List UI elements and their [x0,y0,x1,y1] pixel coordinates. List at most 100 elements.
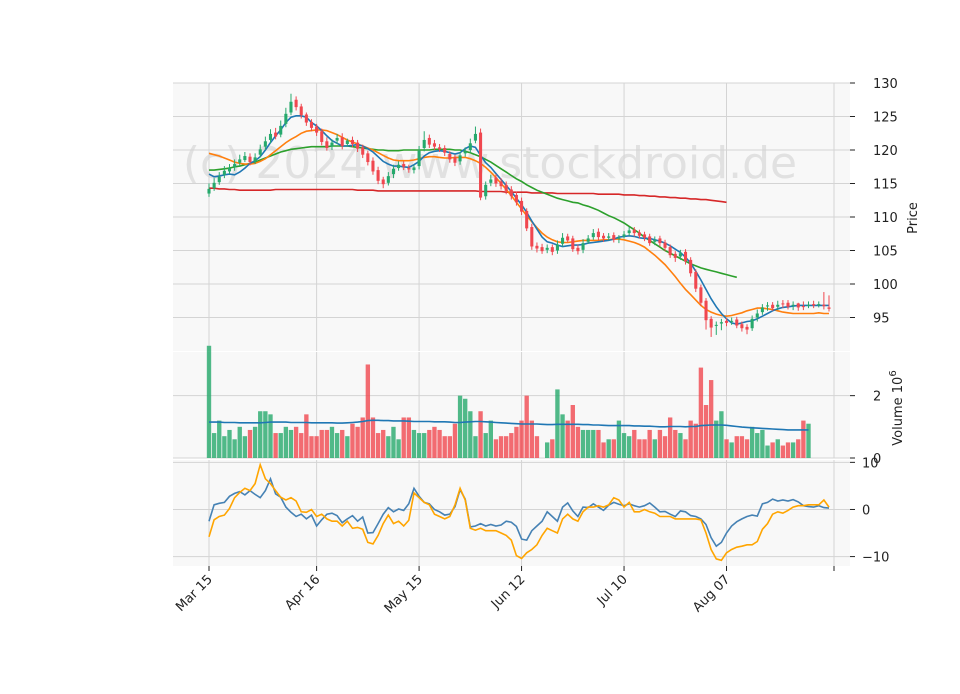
candle-body [571,238,575,250]
volume-bar [386,436,391,458]
candle-body [555,244,559,251]
candle-body [622,234,626,237]
candle-body [607,236,611,238]
candle-body [591,233,595,238]
volume-bar [334,433,340,458]
volume-bar [565,420,570,458]
volume-bar [749,426,755,458]
volume-bar [688,420,693,458]
volume-bar [498,436,504,458]
volume-bar [242,436,248,458]
candle-body [776,304,780,307]
candle-body [258,149,262,155]
volume-bar [299,433,304,458]
candle-body [479,132,483,198]
volume-bar [667,417,673,458]
candle-body [561,237,565,244]
volume-bar [488,420,493,458]
volume-bar [780,445,786,458]
candle-body [653,239,657,242]
candle-body [268,133,273,140]
x-tick-label: Aug 07 [690,572,733,615]
candle-body [694,271,698,289]
candle-body [704,300,708,321]
candle-body [632,229,636,234]
candle-body [771,304,775,309]
volume-bar [703,405,709,458]
candle-body [637,232,641,236]
candle-body [381,179,385,185]
candle-body [545,247,549,250]
volume-average-line [209,419,809,431]
candle-body [263,141,267,147]
volume-bar [739,436,745,458]
candle-body [627,230,631,234]
candle-body [233,164,237,168]
candle-body [673,253,677,258]
candle-body [699,287,703,303]
volume-bar [452,423,458,458]
candle-body [750,318,754,329]
volume-bar [478,411,483,458]
oscillator-line-orange [208,462,830,562]
candle-body [207,188,211,194]
volume-bar [693,423,698,458]
volume-bar [391,426,396,458]
volume-bar [360,417,365,458]
candle-body [473,133,477,141]
volume-bar [206,345,212,458]
candle-body [781,303,785,305]
volume-bar [447,436,453,458]
candle-body [294,99,298,108]
volume-bar [719,411,724,458]
volume-bar [375,433,381,458]
candle-body [689,259,693,274]
volume-bar [340,429,345,458]
volume-bar [662,436,668,458]
volume-bar [591,429,596,458]
volume-bar [258,411,263,458]
candle-body [740,324,744,329]
volume-bar [775,439,780,458]
volume-bar [632,429,637,458]
candle-body [504,184,508,191]
volume-bar [575,426,581,458]
volume-bar [247,429,253,458]
price-tick-label: 95 [873,312,890,327]
volume-bar [283,426,289,458]
candle-body [760,307,764,313]
volume-bar [293,426,299,458]
volume-axis-label: Volume 106 [888,370,906,445]
price-tick-label: 115 [873,178,898,193]
candle-body [489,179,493,183]
volume-bar [714,420,719,458]
candle-body [315,126,319,133]
volume-bar [350,423,355,458]
volume-bar [493,439,499,458]
candle-body [238,159,242,163]
candle-body [391,168,395,175]
candle-body [530,227,534,247]
price-tick-label: 100 [873,278,898,293]
volume-bar [545,442,550,458]
volume-bar [642,439,647,458]
candle-body [279,125,283,135]
candle-body [376,170,380,181]
volume-bar [442,436,447,458]
volume-bar [673,429,678,458]
candle-body [714,324,718,326]
candle-body [453,157,457,163]
candle-body [335,137,339,141]
candle-body [366,153,370,163]
volume-bar [263,411,268,458]
candle-body [806,304,811,306]
volume-bar [268,414,273,458]
volume-bar [570,405,575,458]
candle-body [432,143,436,147]
volume-bar [411,429,417,458]
price-tick-label: 110 [873,211,898,226]
volume-bar [237,426,242,458]
volume-bar [729,442,734,458]
candle-body [284,113,288,124]
